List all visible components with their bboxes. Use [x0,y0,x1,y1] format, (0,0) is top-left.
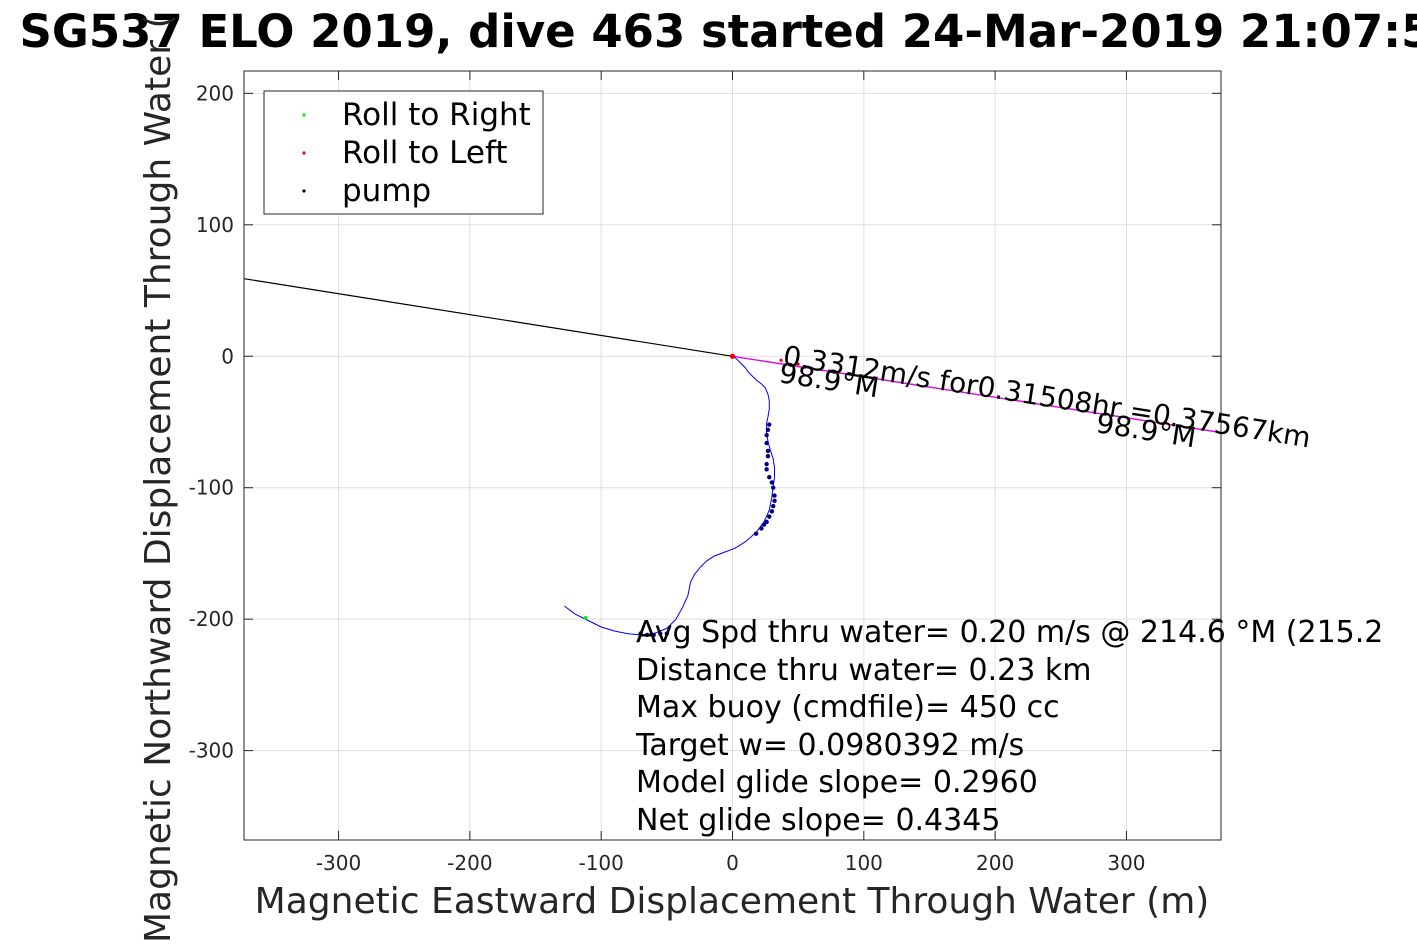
y-tick-label: -300 [189,739,234,763]
pump-point [767,514,772,519]
y-tick-label: 100 [196,213,234,237]
legend-marker-roll-right [302,113,306,117]
pump-point [764,461,769,467]
y-tick-label: -200 [189,607,234,631]
roll-left-point [779,358,783,362]
x-tick-label: -200 [447,851,492,875]
x-tick-label: 200 [976,851,1014,875]
roll-left-point [796,362,800,366]
pump-point [771,503,776,509]
pump-point [765,427,771,433]
pump-point [771,485,776,490]
pump-point [765,453,771,459]
legend: Roll to Right Roll to Left pump [263,90,544,215]
stats-line-net-glide: Net glide slope= 0.4345 [636,803,1000,838]
x-tick-label: -300 [316,851,361,875]
pump-point [767,474,772,480]
pump-point [638,631,643,636]
stats-line-model-glide: Model glide slope= 0.2960 [636,765,1038,800]
pump-point [761,522,767,527]
stats-line-target-w: Target w= 0.0980392 m/s [635,728,1024,763]
x-tick-label: -100 [578,851,623,875]
stats-text-block: Avg Spd thru water= 0.20 m/s @ 214.6 °M … [635,615,1383,838]
y-axis-label: Magnetic Northward Displacement Through … [138,14,179,943]
pump-point [772,493,777,498]
pump-point [769,509,775,514]
pump-point [753,531,759,536]
pump-point [767,422,772,427]
pump-point [759,526,764,531]
legend-marker-pump [302,189,306,193]
data-points [583,353,800,638]
pump-point [658,631,663,636]
stats-line-distance: Distance thru water= 0.23 km [636,653,1091,688]
y-tick-label: -100 [189,476,234,500]
chart-title: SG537 ELO 2019, dive 463 started 24-Mar-… [20,5,1417,58]
pump-point [764,440,769,446]
x-tick-label: 0 [726,851,739,875]
y-tick-label: 0 [221,344,234,368]
legend-label-roll-right: Roll to Right [342,97,531,133]
pump-point [651,632,656,638]
current-vector-line [732,355,1222,434]
pump-point [664,631,670,636]
legend-box [263,90,544,215]
pump-point [765,448,771,454]
roll-right-point [583,616,588,620]
x-tick-label: 300 [1107,851,1145,875]
legend-label-roll-left: Roll to Left [342,135,508,171]
x-axis-label: Magnetic Eastward Displacement Through W… [255,881,1210,922]
track-line [564,355,775,636]
pump-point [764,432,769,438]
y-tick-label: 200 [196,81,234,105]
stats-line-max-buoy: Max buoy (cmdfile)= 450 cc [636,690,1060,725]
x-tick-label: 100 [845,851,883,875]
axis-ticks: -300 -200 -100 0 100 200 300 -300 -200 -100 0 100 20… [189,71,1221,875]
roll-left-point [729,353,736,359]
pump-point [772,498,777,504]
pump-point [769,480,775,485]
stats-line-avg-speed: Avg Spd thru water= 0.20 m/s @ 214.6 °M … [636,615,1383,650]
legend-marker-roll-left [302,151,306,155]
pump-point [644,632,650,638]
pump-point [764,467,769,472]
legend-label-pump: pump [342,173,431,209]
